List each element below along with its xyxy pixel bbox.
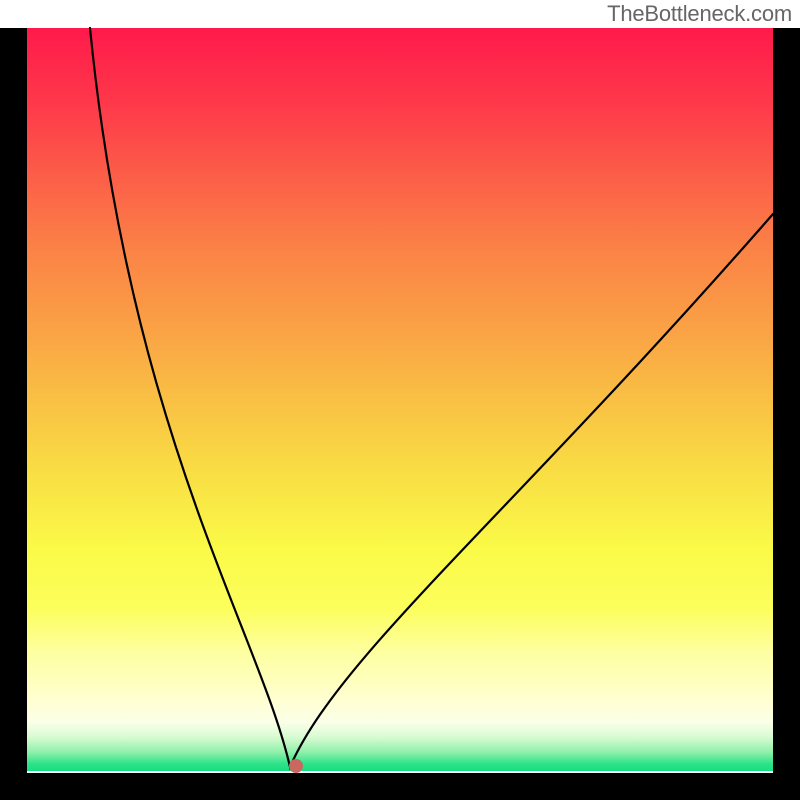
gradient-background (27, 28, 773, 771)
chart-svg (0, 0, 800, 800)
frame-bottom (0, 773, 800, 800)
optimum-marker (289, 759, 303, 773)
frame-left (0, 28, 27, 800)
frame-right (773, 28, 800, 800)
watermark-text: TheBottleneck.com (607, 1, 792, 27)
